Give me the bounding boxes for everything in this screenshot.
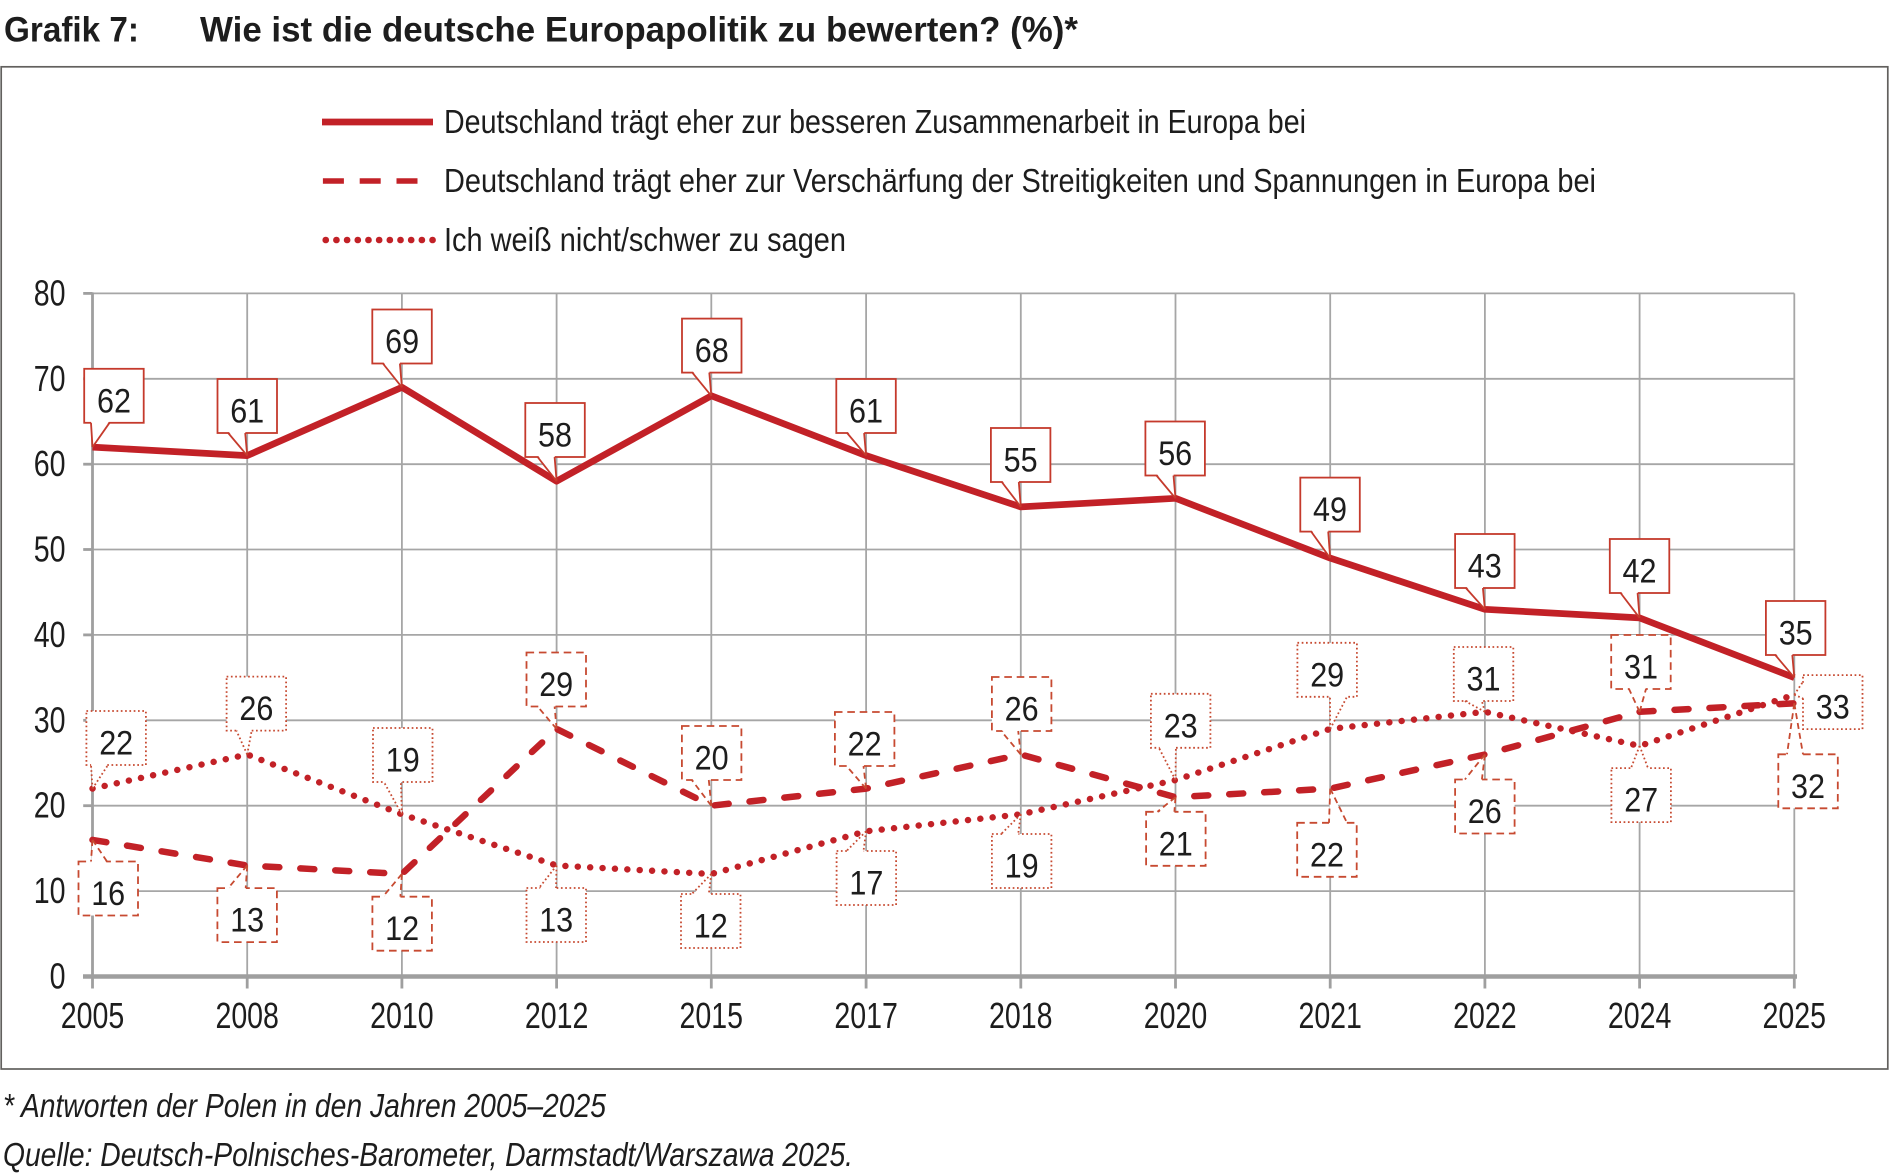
svg-text:29: 29 xyxy=(539,666,573,704)
svg-text:33: 33 xyxy=(1816,689,1850,727)
svg-text:62: 62 xyxy=(97,382,131,420)
svg-text:19: 19 xyxy=(386,742,420,780)
svg-text:26: 26 xyxy=(1005,691,1039,729)
svg-text:2012: 2012 xyxy=(525,995,589,1036)
svg-text:2015: 2015 xyxy=(680,995,744,1036)
svg-text:26: 26 xyxy=(239,690,273,728)
svg-text:0: 0 xyxy=(50,956,66,997)
svg-text:80: 80 xyxy=(34,272,66,313)
svg-text:68: 68 xyxy=(695,332,729,370)
svg-text:2008: 2008 xyxy=(215,995,279,1036)
svg-text:13: 13 xyxy=(230,902,264,940)
svg-text:2020: 2020 xyxy=(1144,995,1208,1036)
svg-text:60: 60 xyxy=(34,443,66,484)
svg-text:Deutschland trägt eher zur bes: Deutschland trägt eher zur besseren Zusa… xyxy=(444,103,1306,140)
svg-text:12: 12 xyxy=(694,908,728,946)
svg-text:49: 49 xyxy=(1313,491,1347,529)
svg-text:17: 17 xyxy=(849,865,883,903)
svg-text:29: 29 xyxy=(1310,656,1344,694)
svg-text:2010: 2010 xyxy=(370,995,434,1036)
svg-text:Grafik 7:: Grafik 7: xyxy=(4,9,139,49)
svg-text:2025: 2025 xyxy=(1763,995,1827,1036)
svg-text:Quelle: Deutsch-Polnisches-Bar: Quelle: Deutsch-Polnisches-Barometer, Da… xyxy=(3,1137,853,1174)
svg-text:21: 21 xyxy=(1159,825,1193,863)
svg-text:22: 22 xyxy=(848,726,882,764)
svg-text:55: 55 xyxy=(1004,442,1038,480)
svg-text:58: 58 xyxy=(538,417,572,455)
svg-text:19: 19 xyxy=(1005,848,1039,886)
svg-text:2024: 2024 xyxy=(1608,995,1672,1036)
svg-text:2021: 2021 xyxy=(1298,995,1362,1036)
svg-text:2005: 2005 xyxy=(61,995,125,1036)
svg-text:Wie ist die deutsche Europapol: Wie ist die deutsche Europapolitik zu be… xyxy=(200,9,1078,49)
svg-text:40: 40 xyxy=(34,614,66,655)
svg-text:2017: 2017 xyxy=(834,995,898,1036)
svg-text:10: 10 xyxy=(34,870,66,911)
svg-text:22: 22 xyxy=(99,725,133,763)
svg-text:61: 61 xyxy=(230,393,264,431)
svg-text:43: 43 xyxy=(1468,548,1502,586)
svg-text:16: 16 xyxy=(91,875,125,913)
svg-text:20: 20 xyxy=(695,740,729,778)
svg-text:30: 30 xyxy=(34,699,66,740)
svg-text:61: 61 xyxy=(849,393,883,431)
svg-text:69: 69 xyxy=(385,323,419,361)
svg-text:2018: 2018 xyxy=(989,995,1053,1036)
svg-text:50: 50 xyxy=(34,529,66,570)
svg-text:2022: 2022 xyxy=(1453,995,1517,1036)
svg-text:27: 27 xyxy=(1624,782,1658,820)
svg-text:20: 20 xyxy=(34,785,66,826)
svg-text:23: 23 xyxy=(1164,707,1198,745)
svg-text:32: 32 xyxy=(1791,768,1825,806)
svg-text:Deutschland trägt eher zur Ver: Deutschland trägt eher zur Verschärfung … xyxy=(444,162,1596,199)
svg-text:22: 22 xyxy=(1310,836,1344,874)
svg-text:12: 12 xyxy=(385,910,419,948)
svg-text:42: 42 xyxy=(1623,553,1657,591)
svg-text:56: 56 xyxy=(1158,435,1192,473)
svg-text:31: 31 xyxy=(1624,649,1658,687)
svg-text:13: 13 xyxy=(539,902,573,940)
svg-text:Ich weiß nicht/schwer zu sagen: Ich weiß nicht/schwer zu sagen xyxy=(444,221,846,258)
svg-text:* Antworten der Polen in den J: * Antworten der Polen in den Jahren 2005… xyxy=(3,1088,606,1125)
svg-text:35: 35 xyxy=(1779,615,1813,653)
svg-text:70: 70 xyxy=(34,358,66,399)
svg-text:26: 26 xyxy=(1468,793,1502,831)
svg-text:31: 31 xyxy=(1467,661,1501,699)
